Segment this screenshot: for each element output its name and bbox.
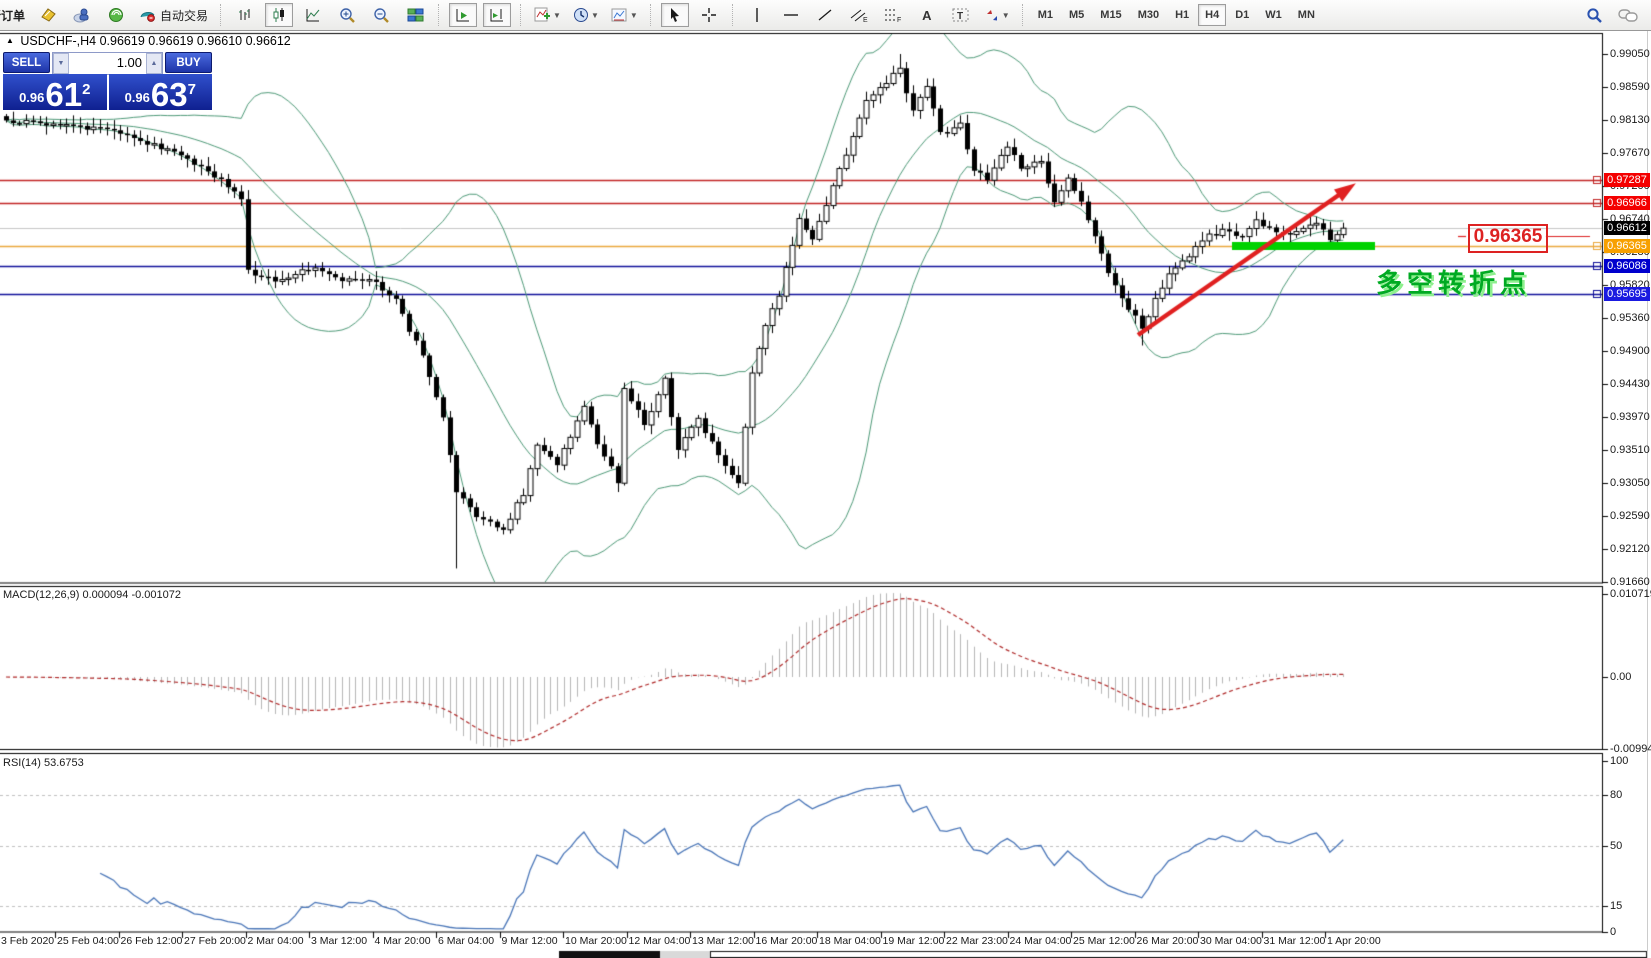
separator bbox=[1021, 4, 1024, 26]
new-chart-icon[interactable] bbox=[34, 3, 62, 27]
rsi-label: RSI(14) 53.6753 bbox=[3, 757, 84, 769]
chart-shift-button[interactable] bbox=[483, 3, 512, 27]
timeframe-h4-button[interactable]: H4 bbox=[1198, 4, 1227, 26]
volume-value[interactable]: 1.00 bbox=[116, 55, 142, 70]
crosshair-button[interactable] bbox=[695, 3, 723, 27]
timeframe-m15-button[interactable]: M15 bbox=[1093, 4, 1128, 26]
autotrade-label: 自动交易 bbox=[160, 8, 209, 23]
svg-text:F: F bbox=[897, 17, 901, 23]
bar-chart-button[interactable] bbox=[231, 3, 259, 27]
timeframe-h1-button[interactable]: H1 bbox=[1168, 4, 1196, 26]
timeframe-w1-button[interactable]: W1 bbox=[1258, 4, 1289, 26]
tile-windows-button[interactable] bbox=[401, 3, 429, 27]
window-right-edge bbox=[1647, 30, 1648, 958]
new-order-button[interactable]: 新订单 bbox=[0, 4, 28, 26]
timeframe-d1-button[interactable]: D1 bbox=[1228, 4, 1256, 26]
vertical-line-button[interactable] bbox=[743, 3, 771, 27]
text-label-button[interactable]: T bbox=[947, 3, 975, 27]
sell-button[interactable]: SELL bbox=[3, 52, 50, 73]
svg-text:E: E bbox=[863, 17, 868, 23]
svg-text:T: T bbox=[957, 11, 963, 22]
volume-stepper[interactable]: ▼ 1.00 ▲ bbox=[52, 52, 163, 75]
fibonacci-button[interactable]: F bbox=[879, 3, 907, 27]
profiles-icon[interactable] bbox=[68, 3, 96, 27]
chinese-annotation[interactable]: 多空转折点 bbox=[1376, 268, 1532, 298]
chevron-down-icon: ▼ bbox=[1001, 10, 1010, 20]
volume-increase-button[interactable]: ▲ bbox=[146, 53, 162, 74]
zoom-in-button[interactable] bbox=[333, 3, 361, 27]
text-button[interactable]: A bbox=[922, 7, 932, 23]
buy-button[interactable]: BUY bbox=[165, 52, 212, 73]
line-chart-button[interactable] bbox=[299, 3, 327, 27]
timeframe-group: M1 M5 M15 M30 H1 H4 D1 W1 MN bbox=[1030, 4, 1323, 26]
separator bbox=[520, 4, 522, 26]
autotrade-button[interactable]: 自动交易 bbox=[136, 4, 211, 26]
separator bbox=[731, 4, 734, 26]
chevron-down-icon: ▼ bbox=[590, 10, 599, 20]
chevron-down-icon: ▼ bbox=[629, 10, 638, 20]
sell-price[interactable]: 0.96 61 2 bbox=[3, 74, 107, 111]
buy-price[interactable]: 0.96 63 7 bbox=[108, 74, 212, 111]
ohlc-values: 0.96619 0.96619 0.96610 0.96612 bbox=[99, 34, 291, 48]
signals-icon[interactable] bbox=[102, 3, 130, 27]
chart-title: ▲ USDCHF-,H4 0.96619 0.96619 0.96610 0.9… bbox=[6, 34, 291, 48]
volume-decrease-button[interactable]: ▼ bbox=[53, 53, 69, 74]
symbol-triangle-icon: ▲ bbox=[6, 36, 14, 45]
templates-button[interactable]: ▼ bbox=[608, 3, 641, 27]
chat-icon[interactable] bbox=[1614, 3, 1642, 27]
price-annotation-label[interactable]: 0.96365 bbox=[1468, 224, 1548, 253]
separator bbox=[649, 4, 652, 26]
cursor-button[interactable] bbox=[660, 3, 689, 27]
toolbar: 新订单 自动交易 bbox=[0, 0, 1651, 31]
symbol-period-label: USDCHF-,H4 bbox=[20, 34, 97, 48]
auto-scroll-button[interactable] bbox=[449, 3, 478, 27]
separator bbox=[220, 4, 222, 26]
timeframe-m30-button[interactable]: M30 bbox=[1131, 4, 1166, 26]
trendline-button[interactable] bbox=[811, 3, 839, 27]
macd-label: MACD(12,26,9) 0.000094 -0.001072 bbox=[3, 589, 181, 601]
horizontal-line-button[interactable] bbox=[777, 3, 805, 27]
separator bbox=[438, 4, 440, 26]
timeframe-m5-button[interactable]: M5 bbox=[1062, 4, 1091, 26]
chevron-down-icon: ▼ bbox=[553, 10, 561, 20]
zoom-out-button[interactable] bbox=[367, 3, 395, 27]
timeframe-m1-button[interactable]: M1 bbox=[1031, 4, 1060, 26]
equidistant-channel-button[interactable]: E bbox=[845, 3, 873, 27]
one-click-trading-panel: SELL ▼ 1.00 ▲ BUY 0.96 61 2 0.96 63 7 bbox=[3, 52, 212, 111]
periods-button[interactable]: ▼ bbox=[570, 3, 602, 27]
arrows-button[interactable]: ▼ bbox=[981, 3, 1013, 27]
candlestick-chart-button[interactable] bbox=[265, 3, 294, 27]
search-icon[interactable] bbox=[1580, 3, 1608, 27]
timeframe-mn-button[interactable]: MN bbox=[1291, 4, 1322, 26]
indicators-button[interactable]: ▼ bbox=[531, 3, 564, 27]
